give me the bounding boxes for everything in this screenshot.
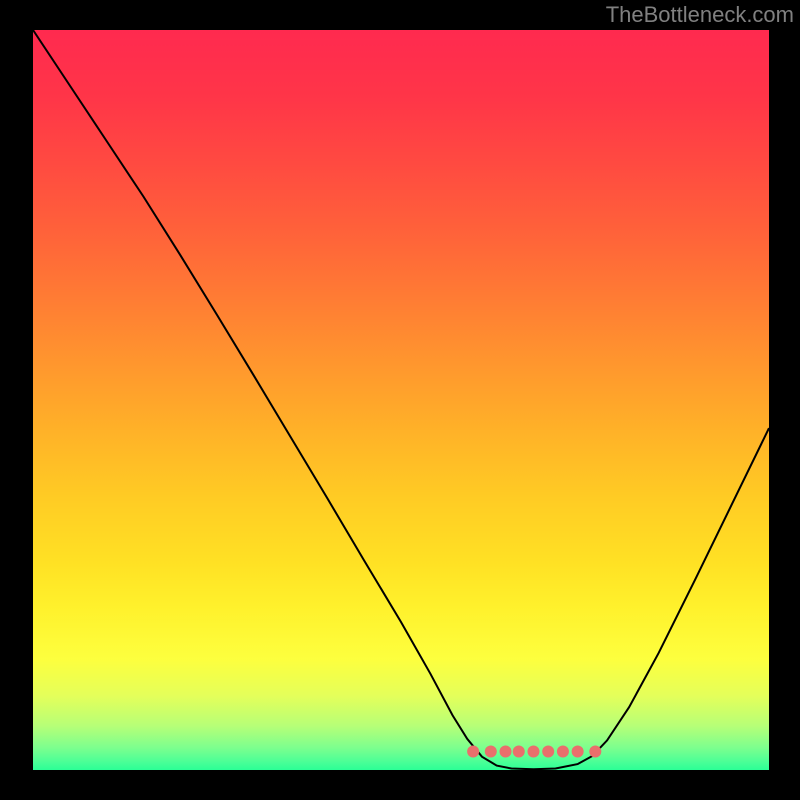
highlight-marker: [467, 746, 479, 758]
highlight-marker: [557, 746, 569, 758]
gradient-background: [33, 30, 769, 770]
highlight-marker: [542, 746, 554, 758]
highlight-marker: [572, 746, 584, 758]
highlight-markers: [467, 746, 601, 758]
highlight-marker: [589, 746, 601, 758]
chart-container: TheBottleneck.com: [0, 0, 800, 800]
highlight-marker: [513, 746, 525, 758]
watermark-text: TheBottleneck.com: [606, 2, 794, 28]
highlight-marker: [527, 746, 539, 758]
highlight-marker: [485, 746, 497, 758]
highlight-marker: [500, 746, 512, 758]
bottleneck-curve-chart: [0, 0, 800, 800]
